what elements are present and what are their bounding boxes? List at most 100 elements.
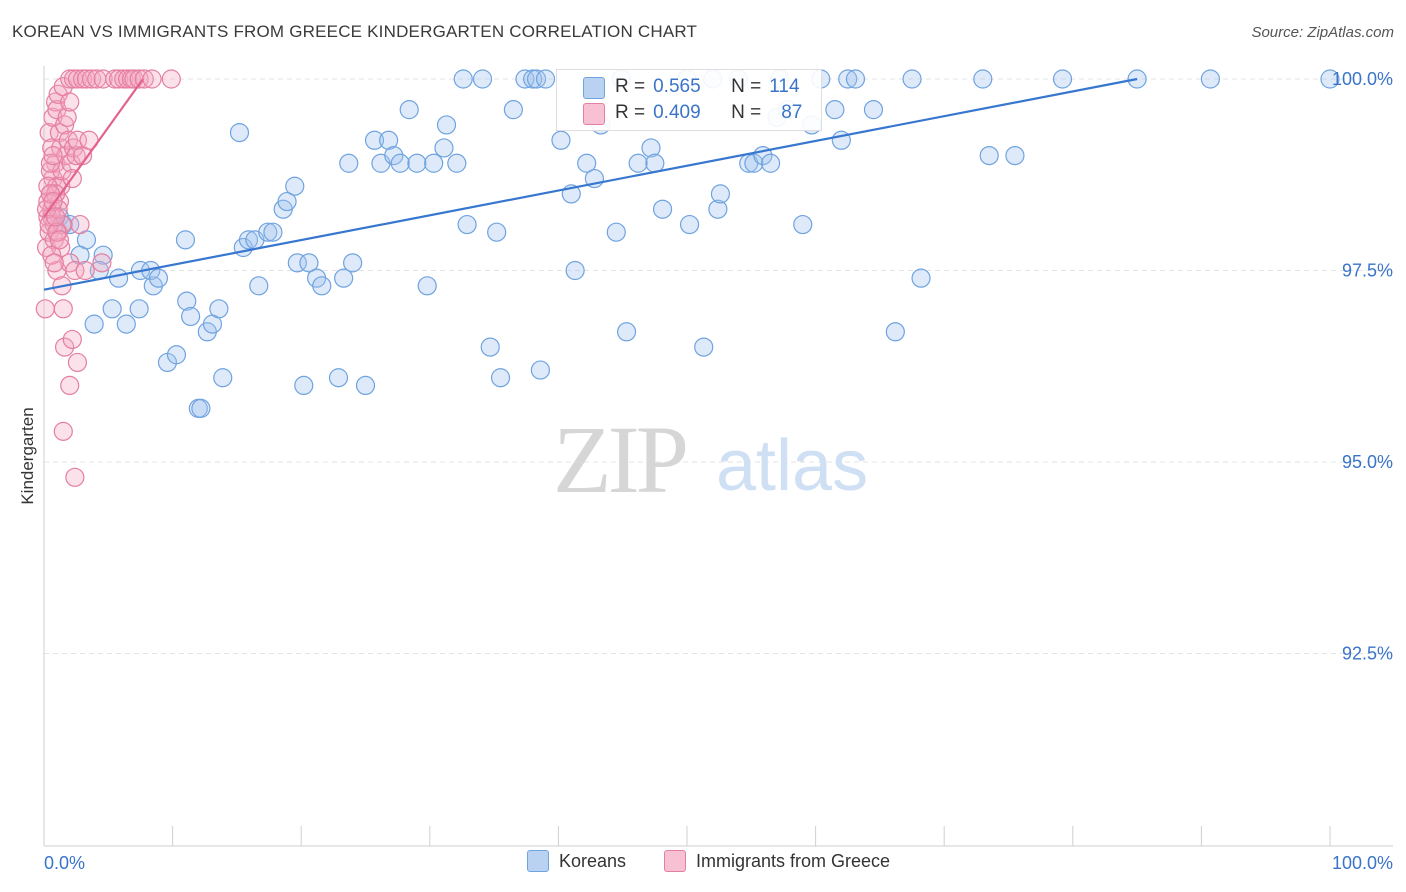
point-koreans <box>838 69 858 89</box>
point-koreans <box>116 314 136 334</box>
legend-n-value-koreans: 114 <box>769 76 800 97</box>
point-koreans <box>399 100 419 120</box>
point-koreans <box>209 299 229 319</box>
point-greece <box>67 130 88 150</box>
point-koreans <box>407 153 427 173</box>
legend-swatch-koreans <box>583 77 605 99</box>
point-koreans <box>652 199 673 219</box>
legend-r-value-koreans: 0.565 <box>653 76 701 97</box>
trend-line-greece <box>43 78 144 218</box>
point-koreans <box>490 368 511 388</box>
point-koreans <box>384 146 404 166</box>
point-koreans <box>911 268 931 288</box>
point-koreans <box>487 222 507 242</box>
point-koreans <box>973 69 993 89</box>
point-koreans <box>129 299 149 319</box>
point-greece <box>67 352 88 373</box>
point-greece <box>40 161 61 181</box>
point-greece <box>65 467 85 487</box>
point-koreans <box>191 398 211 418</box>
y-axis-label: Kindergarten <box>18 407 37 504</box>
point-greece <box>47 222 67 242</box>
point-koreans <box>93 245 113 265</box>
point-koreans <box>84 314 104 334</box>
point-koreans <box>535 69 556 89</box>
point-koreans <box>417 276 437 296</box>
y-tick-label: 100.0% <box>1332 69 1393 89</box>
point-greece <box>62 329 82 350</box>
point-greece <box>93 69 113 89</box>
point-greece <box>44 253 64 273</box>
y-tick-label: 97.5% <box>1342 261 1393 281</box>
point-koreans <box>530 360 550 380</box>
point-koreans <box>453 69 473 89</box>
x-tick-label-end: 100.0% <box>1332 853 1393 873</box>
legend-n-value-greece: 87 <box>781 102 803 123</box>
legend-r-value-greece: 0.409 <box>653 102 701 123</box>
point-koreans <box>641 138 661 158</box>
chart-source: Source: ZipAtlas.com <box>1251 24 1394 41</box>
series-swatch-greece <box>664 850 686 872</box>
point-greece <box>81 69 102 89</box>
point-koreans <box>285 176 305 196</box>
series-swatch-koreans <box>527 850 549 872</box>
legend-n-label: N = <box>731 102 762 123</box>
axes <box>43 66 1393 847</box>
point-koreans <box>616 322 637 342</box>
point-koreans <box>249 276 269 296</box>
point-koreans <box>148 268 169 288</box>
point-koreans <box>825 100 845 120</box>
trend-line-koreans <box>43 77 1138 291</box>
point-greece <box>53 299 73 319</box>
point-koreans <box>551 130 571 150</box>
point-greece <box>43 146 63 166</box>
point-greece <box>45 207 66 227</box>
point-koreans <box>390 153 410 173</box>
point-greece <box>65 260 85 281</box>
point-koreans <box>334 268 354 288</box>
point-greece <box>35 299 55 319</box>
point-koreans <box>793 214 813 235</box>
point-koreans <box>166 345 187 365</box>
point-koreans <box>102 299 122 319</box>
point-koreans <box>108 268 129 288</box>
point-koreans <box>885 322 905 342</box>
grid-lines <box>44 78 1393 654</box>
point-koreans <box>355 375 376 395</box>
point-greece <box>60 375 80 395</box>
legend-row-koreans: R = 0.565 N = 114 <box>615 74 800 100</box>
point-koreans <box>277 191 297 212</box>
point-greece <box>42 245 62 265</box>
point-koreans <box>424 153 444 173</box>
point-greece <box>39 123 59 143</box>
series-legend: Koreans Immigrants from Greece <box>0 850 1406 880</box>
point-koreans <box>213 368 233 388</box>
y-tick-label: 92.5% <box>1342 644 1393 664</box>
point-koreans <box>694 337 714 357</box>
series-legend-label-koreans: Koreans <box>559 850 627 871</box>
point-greece <box>75 260 95 281</box>
series-legend-label-greece: Immigrants from Greece <box>696 850 891 871</box>
point-greece <box>54 337 75 357</box>
point-koreans <box>181 306 201 327</box>
scatter-points <box>35 69 1340 487</box>
point-koreans <box>434 138 454 158</box>
point-greece <box>53 421 73 441</box>
point-greece <box>40 153 61 173</box>
legend-r-label: R = <box>615 76 646 97</box>
point-koreans <box>606 222 626 242</box>
point-greece <box>70 214 90 235</box>
point-koreans <box>503 100 523 120</box>
point-greece <box>60 92 80 112</box>
y-tick-label: 95.0% <box>1342 452 1393 472</box>
point-koreans <box>328 368 349 388</box>
point-koreans <box>645 153 665 173</box>
stats-legend: R = 0.565 N = 114 R = 0.409 N = 87 <box>556 69 822 131</box>
point-koreans <box>364 130 385 150</box>
point-greece <box>57 107 77 127</box>
point-greece <box>54 115 75 135</box>
point-koreans <box>628 153 648 173</box>
point-koreans <box>863 100 884 120</box>
legend-swatch-greece <box>583 103 605 125</box>
